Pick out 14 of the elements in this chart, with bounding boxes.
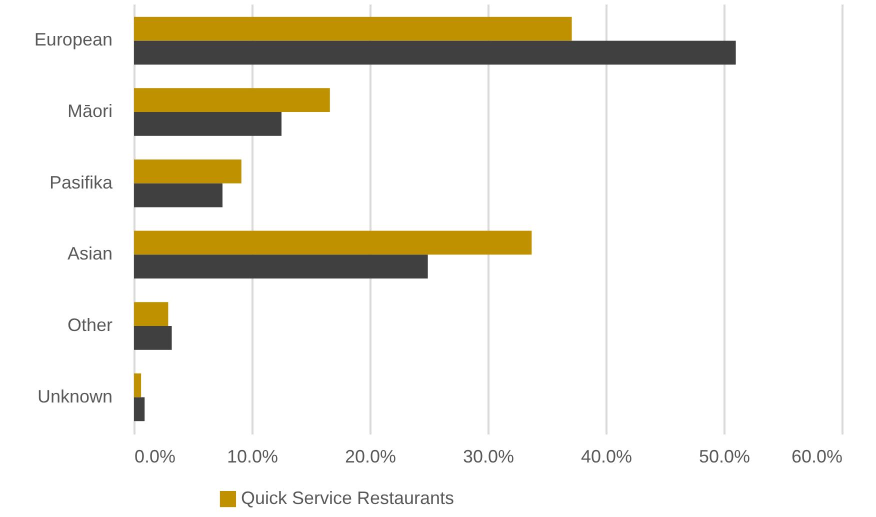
x-tick-label: 20.0%	[344, 446, 396, 466]
y-tick-label: Pasifika	[49, 172, 114, 192]
x-tick-label: 30.0%	[462, 446, 514, 466]
y-tick-label: Māori	[67, 101, 112, 122]
x-tick-label: 60.0%	[791, 446, 842, 466]
y-tick-label: Asian	[67, 244, 112, 264]
x-tick-label: 0.0%	[134, 446, 176, 466]
x-tick-label: 10.0%	[226, 446, 278, 466]
y-tick-label: European	[34, 30, 112, 50]
x-tick-label: 40.0%	[580, 446, 632, 466]
legend-label: Quick Service Restaurants	[240, 488, 454, 508]
y-tick-label: Unknown	[37, 386, 112, 406]
y-tick-label: Other	[67, 314, 112, 335]
x-tick-label: 50.0%	[698, 446, 750, 466]
